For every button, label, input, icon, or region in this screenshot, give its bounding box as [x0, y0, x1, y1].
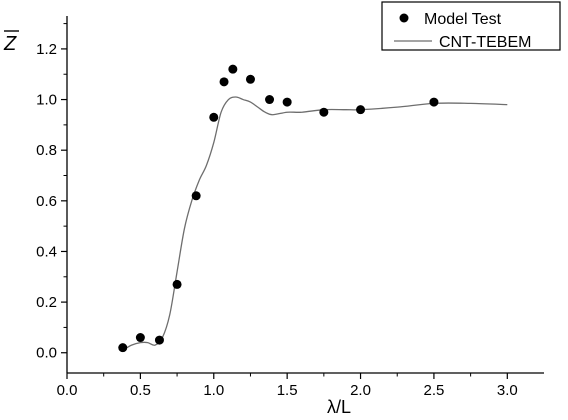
x-tick-label: 1.0 [203, 382, 224, 399]
x-tick-label: 2.5 [423, 382, 444, 399]
x-axis-title: λ/L [327, 397, 351, 417]
legend: Model Test CNT-TEBEM [381, 1, 561, 51]
data-point-model-test [356, 105, 366, 115]
y-tick-label: 1.2 [36, 41, 57, 58]
marks-group [118, 64, 508, 353]
data-point-model-test [319, 107, 329, 117]
data-point-model-test [135, 333, 145, 343]
data-point-model-test [282, 97, 292, 107]
legend-marker-icon [399, 13, 409, 23]
axes-group: 0.0 0.5 1.0 1.5 2.0 2.5 3.0 0.0 0.2 0.4 0.6 0.8 1.0 1… [36, 16, 544, 399]
data-point-model-test [228, 64, 238, 74]
y-tick-label: 0.2 [36, 294, 57, 311]
y-axis-title-group: Z [3, 30, 19, 55]
data-point-model-test [219, 77, 229, 87]
legend-box [381, 1, 561, 51]
data-point-model-test [118, 343, 128, 353]
x-tick-label: 2.0 [350, 382, 371, 399]
y-tick-label: 0.0 [36, 345, 57, 362]
y-tick-label: 0.8 [36, 142, 57, 159]
legend-label-cnt-tebem: CNT-TEBEM [439, 34, 531, 51]
data-point-model-test [154, 335, 164, 345]
x-tick-label: 0.5 [130, 382, 151, 399]
x-tick-label: 1.5 [277, 382, 298, 399]
y-tick-label: 1.0 [36, 92, 57, 109]
x-tick-label: 3.0 [497, 382, 518, 399]
y-axis-title: Z [3, 33, 17, 55]
data-point-model-test [191, 191, 201, 201]
data-point-model-test [172, 279, 182, 289]
data-point-model-test [265, 95, 275, 105]
y-tick-label: 0.6 [36, 193, 57, 210]
legend-label-model-test: Model Test [424, 11, 502, 28]
data-point-model-test [209, 112, 219, 122]
series-line-cnt-tebem [122, 96, 508, 351]
x-tick-label: 0.0 [57, 382, 78, 399]
data-point-model-test [429, 97, 439, 107]
data-point-model-test [245, 74, 255, 84]
y-tick-label: 0.4 [36, 243, 57, 260]
